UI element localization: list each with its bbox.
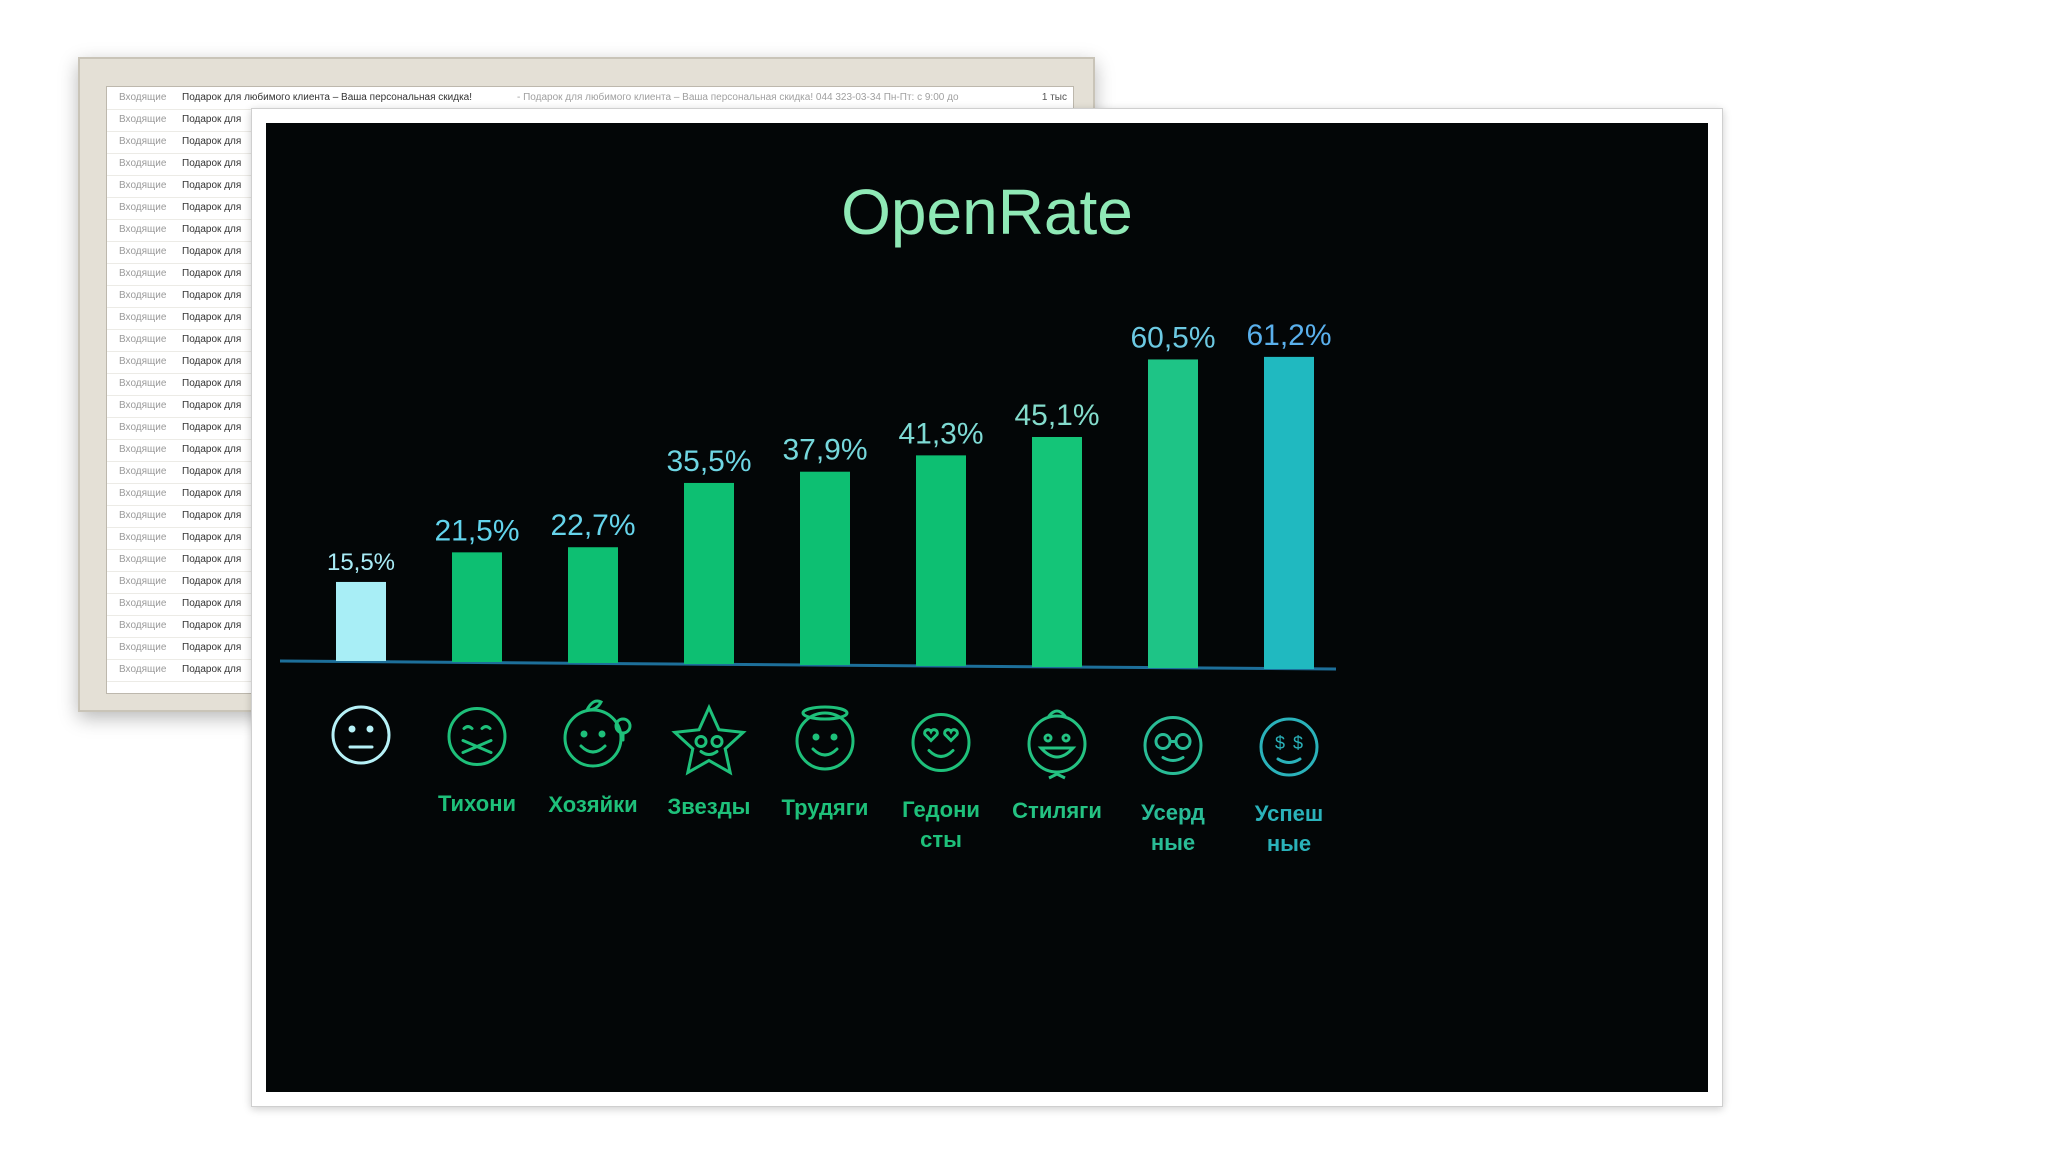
email-subject: Подарок для (182, 224, 242, 235)
data-label: 41,3% (898, 417, 983, 450)
email-folder: Входящие (119, 554, 167, 565)
email-subject: Подарок для (182, 598, 242, 609)
email-subject: Подарок для (182, 334, 242, 345)
email-folder: Входящие (119, 334, 167, 345)
email-folder: Входящие (119, 180, 167, 191)
email-preview: - Подарок для любимого клиента – Ваша пе… (517, 92, 959, 103)
email-folder: Входящие (119, 510, 167, 521)
email-folder: Входящие (119, 92, 167, 103)
glasses-face-icon (1143, 716, 1203, 775)
email-subject: Подарок для (182, 554, 242, 565)
category-label: Успеш ные (1254, 801, 1324, 856)
chart-title: OpenRate (841, 176, 1133, 248)
email-subject: Подарок для (182, 180, 242, 191)
bar (800, 471, 850, 665)
taped-mouth-face-icon (447, 707, 507, 766)
data-label: 37,9% (782, 434, 867, 467)
email-subject: Подарок для (182, 532, 242, 543)
star-face-icon (671, 703, 747, 776)
email-subject: Подарок для (182, 466, 242, 477)
email-subject: Подарок для (182, 268, 242, 279)
email-subject: Подарок для (182, 246, 242, 257)
email-folder: Входящие (119, 642, 167, 653)
email-folder: Входящие (119, 576, 167, 587)
category-label: Усерд ные (1141, 799, 1205, 855)
data-label: 21,5% (434, 514, 519, 547)
email-folder: Входящие (119, 136, 167, 147)
svg-text:$: $ (1293, 733, 1303, 753)
email-count: 1 тыс (1041, 92, 1067, 103)
bar (336, 581, 386, 661)
email-subject: Подарок для (182, 488, 242, 499)
email-subject: Подарок для любимого клиента – Ваша перс… (182, 92, 472, 103)
bar-chart: 15,5% 21,5% 22,7% 35,5% 37,9% 41,3% 45,1% 60,5%… (279, 319, 1337, 780)
email-subject: Подарок для (182, 510, 242, 521)
email-folder: Входящие (119, 202, 167, 213)
bar (1264, 356, 1314, 669)
bar (568, 547, 618, 663)
email-folder: Входящие (119, 290, 167, 301)
email-folder: Входящие (119, 268, 167, 279)
data-label: 35,5% (666, 445, 751, 478)
category-label: Стиляги (1012, 798, 1102, 823)
email-folder: Входящие (119, 620, 167, 631)
email-folder: Входящие (119, 422, 167, 433)
email-folder: Входящие (119, 466, 167, 477)
email-folder: Входящие (119, 400, 167, 411)
email-folder: Входящие (119, 224, 167, 235)
svg-text:$: $ (1275, 733, 1285, 753)
slide-frame: OpenRate 15,5% 21,5% 22,7% 35,5% 37,9% 41,3% 4… (251, 108, 1723, 1107)
data-label: 61,2% (1246, 319, 1331, 352)
email-row-first[interactable]: Входящие Подарок для любимого клиента – … (107, 87, 1073, 110)
email-folder: Входящие (119, 378, 167, 389)
dollar-eyes-face-icon: $ $ (1259, 717, 1319, 777)
category-label: Трудяги (781, 795, 869, 820)
bar (1148, 359, 1198, 668)
email-subject: Подарок для (182, 642, 242, 653)
bar (684, 482, 734, 664)
email-folder: Входящие (119, 488, 167, 499)
email-folder: Входящие (119, 598, 167, 609)
neutral-face-icon (331, 705, 391, 765)
data-label: 60,5% (1130, 321, 1215, 354)
email-subject: Подарок для (182, 290, 242, 301)
email-folder: Входящие (119, 246, 167, 257)
bar (916, 455, 966, 666)
data-label: 15,5% (327, 549, 395, 576)
email-subject: Подарок для (182, 202, 242, 213)
email-subject: Подарок для (182, 158, 242, 169)
halo-face-icon (795, 705, 855, 771)
email-folder: Входящие (119, 114, 167, 125)
category-label: Гедони сты (902, 796, 980, 852)
bar (452, 552, 502, 662)
email-subject: Подарок для (182, 664, 242, 675)
email-folder: Входящие (119, 356, 167, 367)
email-folder: Входящие (119, 312, 167, 323)
email-subject: Подарок для (182, 422, 242, 433)
email-subject: Подарок для (182, 620, 242, 631)
email-subject: Подарок для (182, 114, 242, 125)
email-subject: Подарок для (182, 576, 242, 587)
heart-eyes-face-icon (911, 713, 971, 772)
face-with-bowtie-icon (1027, 709, 1087, 780)
category-label: Хозяйки (548, 792, 638, 817)
category-label: Звезды (667, 793, 751, 819)
email-subject: Подарок для (182, 136, 242, 147)
email-subject: Подарок для (182, 378, 242, 389)
email-subject: Подарок для (182, 356, 242, 367)
email-folder: Входящие (119, 158, 167, 169)
email-subject: Подарок для (182, 444, 242, 455)
email-folder: Входящие (119, 664, 167, 675)
chart-slide: OpenRate 15,5% 21,5% 22,7% 35,5% 37,9% 41,3% 4… (266, 123, 1708, 1092)
email-folder: Входящие (119, 532, 167, 543)
email-folder: Входящие (119, 444, 167, 455)
category-label: Тихони (437, 790, 517, 816)
email-subject: Подарок для (182, 400, 242, 411)
data-label: 22,7% (550, 509, 635, 542)
data-label: 45,1% (1014, 399, 1099, 432)
bar (1032, 436, 1082, 667)
face-with-leaf-and-lightbulb-icon (563, 699, 632, 768)
email-subject: Подарок для (182, 312, 242, 323)
